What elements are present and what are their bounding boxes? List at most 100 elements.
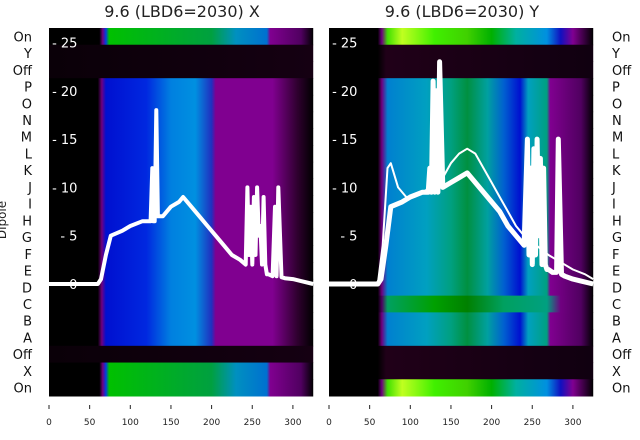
x-tick-label: 250 [524, 418, 541, 428]
overlay-y-tick-label: - 20 [332, 85, 357, 100]
row-label: A [23, 331, 32, 346]
heatmap-row [329, 329, 594, 347]
row-label: Off [13, 64, 33, 79]
panel-title: 9.6 (LBD6=2030) X [104, 2, 260, 21]
heatmap-row [49, 44, 314, 62]
heatmap-row [49, 362, 314, 380]
row-label: H [612, 214, 622, 229]
overlay-y-tick-label: - 25 [332, 36, 357, 51]
row-label: B [23, 315, 32, 330]
row-label: L [612, 147, 620, 162]
heatmap-row [49, 128, 314, 146]
x-tick-label: 200 [483, 418, 500, 428]
row-label: N [612, 114, 622, 129]
row-label: B [612, 315, 621, 330]
row-label: O [612, 97, 622, 112]
heatmap-row [329, 178, 594, 196]
row-label: E [612, 265, 620, 280]
x-tick-label: 250 [244, 418, 261, 428]
row-label: H [22, 214, 32, 229]
row-label: Off [612, 64, 632, 79]
heatmap-row [329, 195, 594, 213]
x-tick-label: 200 [203, 418, 220, 428]
x-tick-label: 0 [46, 418, 52, 428]
heatmap-row [329, 94, 594, 113]
panel-y: 9.6 (LBD6=2030) Y On Y Off PONMLKJIHGFEDCBA… [326, 2, 632, 428]
row-label: P [24, 81, 32, 96]
heatmap-row [329, 312, 594, 330]
row-label: J [27, 181, 32, 196]
row-label: F [612, 248, 619, 263]
heatmap-row [329, 245, 594, 263]
heatmap-row [329, 379, 594, 397]
heatmap-row [329, 362, 594, 380]
row-label: Y [23, 47, 32, 62]
row-label: D [612, 281, 622, 296]
row-label: G [22, 231, 32, 246]
heatmap-row [329, 228, 594, 246]
row-label: K [612, 164, 621, 179]
row-label: J [611, 181, 616, 196]
overlay-y-tick-label: - 25 [52, 36, 77, 51]
x-tick-label: 100 [402, 418, 419, 428]
heatmap-row [329, 111, 594, 129]
heatmap-row [329, 262, 594, 280]
x-tick-label: 150 [442, 418, 459, 428]
row-label: D [22, 281, 32, 296]
row-label: N [22, 114, 32, 129]
row-label: K [23, 164, 32, 179]
row-label: L [25, 147, 33, 162]
row-label: P [612, 81, 620, 96]
row-label: Off [13, 348, 33, 363]
row-label: On [14, 382, 32, 397]
heatmap-row [49, 145, 314, 163]
x-tick-label: 50 [84, 418, 96, 428]
x-tick-label: 50 [364, 418, 376, 428]
heatmap-row [49, 111, 314, 129]
panel-title: 9.6 (LBD6=2030) Y [385, 2, 540, 21]
heatmap-row [49, 161, 314, 180]
overlay-y-tick-label: - 10 [52, 181, 77, 196]
row-label: M [612, 131, 623, 146]
overlay-y-tick-label: - 5 [60, 230, 77, 245]
row-label: O [22, 97, 32, 112]
heatmap-row [49, 94, 314, 113]
heatmap-row [49, 178, 314, 196]
overlay-y-tick-label: - 20 [52, 85, 77, 100]
x-tick-label: 0 [326, 418, 332, 428]
heatmap-row [329, 128, 594, 146]
heatmap-row [49, 262, 314, 280]
series-line-trace-lower [329, 59, 594, 287]
row-label: E [24, 265, 32, 280]
heatmap-row [49, 345, 314, 364]
row-label: I [612, 198, 616, 213]
overlay-y-tick-label: - 10 [332, 181, 357, 196]
row-label: G [612, 231, 622, 246]
heatmap-row [329, 145, 594, 163]
heatmap-row [329, 345, 594, 364]
heatmap-row [329, 78, 594, 96]
heatmap-row [49, 61, 314, 79]
row-label: C [612, 298, 621, 313]
heatmap-row [49, 295, 314, 313]
heatmap-row [49, 28, 314, 46]
row-label: On [612, 382, 630, 397]
x-tick-label: 100 [122, 418, 139, 428]
x-tick-label: 300 [284, 418, 301, 428]
row-label: X [23, 365, 32, 380]
overlay-y-tick-label: - 15 [332, 133, 357, 148]
x-tick-label: 150 [162, 418, 179, 428]
heatmap-row [329, 212, 594, 230]
series-line-trace [49, 108, 314, 286]
row-label: X [612, 365, 621, 380]
row-label: I [28, 198, 32, 213]
panel-x: 9.6 (LBD6=2030) X On Y Off PONMLKJIHGFEDCBA… [13, 2, 314, 428]
row-label: A [612, 331, 621, 346]
y-axis-label: Dipole [0, 201, 9, 239]
overlay-y-tick-label: - 5 [340, 230, 357, 245]
heatmap-row [49, 278, 314, 297]
heatmap-row [49, 312, 314, 330]
x-tick-label: 300 [564, 418, 581, 428]
heatmap-row [329, 278, 594, 297]
